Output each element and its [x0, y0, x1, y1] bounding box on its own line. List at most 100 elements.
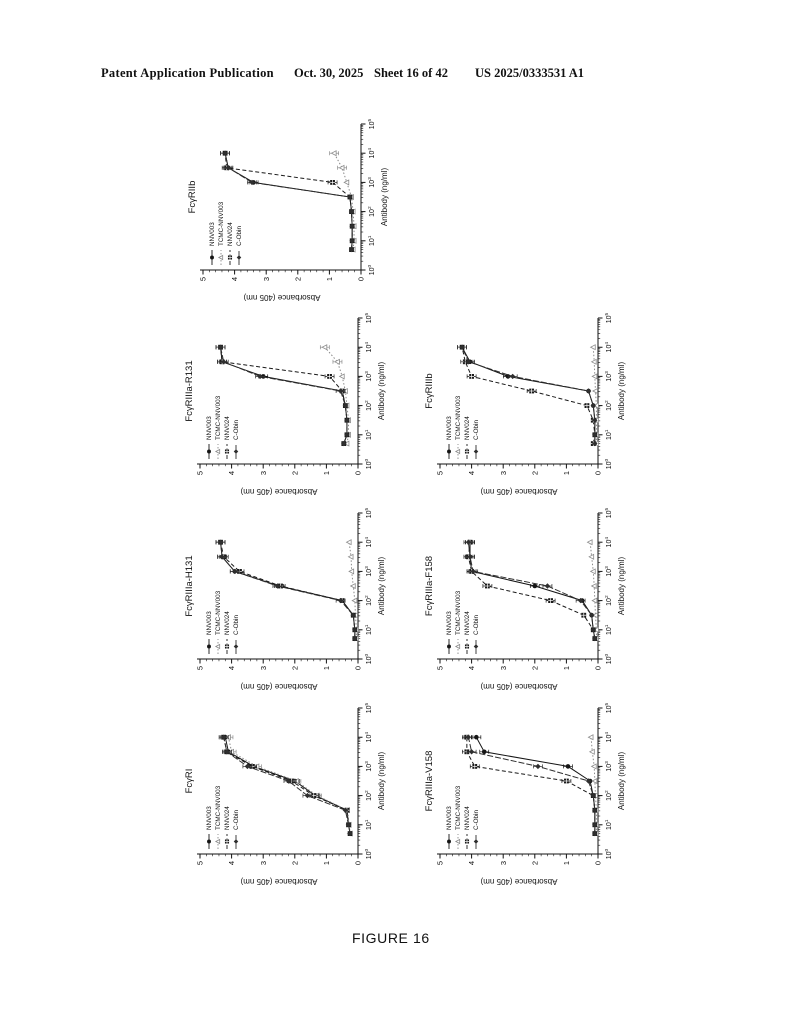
chart-panel-fc-riiia-r131: FcγRIIIa-R131 0 1 2 3 4 5 100 101 102 103 104 105 Abs…: [180, 312, 394, 498]
chart-panel-fc-riiia-f158: FcγRIIIa-F158 0 1 2 3 4 5 100 101 102 103 104 105 Abs…: [420, 507, 634, 693]
chart-svg: FcγRIIb 0 1 2 3 4 5 100 101 102 103 104 105 Absorbanc…: [187, 118, 389, 302]
svg-text:1: 1: [562, 471, 571, 475]
svg-text:104: 104: [367, 148, 376, 159]
svg-text:5: 5: [436, 471, 445, 475]
svg-text:NNV003: NNV003: [206, 806, 213, 830]
svg-text:102: 102: [604, 595, 613, 606]
svg-text:100: 100: [364, 848, 373, 859]
svg-text:100: 100: [367, 264, 376, 275]
svg-text:Antibody (ng/ml): Antibody (ng/ml): [380, 168, 389, 227]
chart-rotated-fc-ri: FcγRI 0 1 2 3 4 5 100 101 102 103 104 105 Absorbance …: [180, 702, 394, 888]
chart-svg: FcγRIIIa-H131 0 1 2 3 4 5 100 101 102 103 104 105 Abs…: [184, 507, 386, 691]
svg-text:Absorbance (405 nm): Absorbance (405 nm): [240, 682, 317, 691]
svg-text:4: 4: [227, 666, 236, 670]
svg-text:Absorbance (405 nm): Absorbance (405 nm): [480, 877, 557, 886]
svg-text:3: 3: [259, 471, 268, 475]
svg-text:NNV024: NNV024: [224, 416, 231, 440]
svg-text:4: 4: [227, 471, 236, 475]
svg-text:2: 2: [293, 277, 302, 281]
chart-svg: FcγRIIIa-R131 0 1 2 3 4 5 100 101 102 103 104 105 Abs…: [184, 312, 386, 496]
svg-text:C-Obin: C-Obin: [473, 615, 480, 635]
svg-text:Antibody (ng/ml): Antibody (ng/ml): [617, 557, 626, 616]
svg-text:103: 103: [364, 566, 373, 577]
svg-text:FcγRIIIa-H131: FcγRIIIa-H131: [184, 555, 195, 616]
svg-text:105: 105: [364, 312, 373, 323]
svg-text:100: 100: [604, 653, 613, 664]
svg-text:0: 0: [354, 666, 363, 670]
svg-text:105: 105: [604, 702, 613, 713]
svg-text:NNV003: NNV003: [206, 611, 213, 635]
svg-text:NNV003: NNV003: [209, 222, 216, 246]
chart-panel-fc-ri: FcγRI 0 1 2 3 4 5 100 101 102 103 104 105 Absorbance …: [180, 702, 394, 888]
svg-text:5: 5: [196, 471, 205, 475]
header-publication-title: Patent Application Publication: [101, 66, 274, 80]
svg-text:101: 101: [364, 429, 373, 440]
svg-text:104: 104: [364, 537, 373, 548]
svg-text:105: 105: [367, 118, 376, 129]
svg-text:FcγRIIIa-R131: FcγRIIIa-R131: [184, 360, 195, 421]
chart-rotated-fc-riiia-f158: FcγRIIIa-F158 0 1 2 3 4 5 100 101 102 103 104 105 Abs…: [420, 507, 634, 693]
svg-text:NNV024: NNV024: [224, 806, 231, 830]
svg-text:TCMC-NNV003: TCMC-NNV003: [215, 590, 222, 635]
header-patent-number: US 2025/0333531 A1: [475, 66, 585, 80]
svg-text:NNV024: NNV024: [464, 611, 471, 635]
svg-text:103: 103: [604, 371, 613, 382]
svg-text:NNV024: NNV024: [464, 806, 471, 830]
svg-text:104: 104: [364, 732, 373, 743]
svg-text:NNV024: NNV024: [224, 611, 231, 635]
svg-text:1: 1: [322, 666, 331, 670]
svg-text:3: 3: [499, 666, 508, 670]
header-sheet-number: Sheet 16 of 42: [374, 66, 448, 80]
chart-panel-fc-riiia-v158: FcγRIIIa-V158 0 1 2 3 4 5 100 101 102 103 104 105 Abs…: [420, 702, 634, 888]
svg-text:2: 2: [290, 861, 299, 865]
svg-text:4: 4: [227, 861, 236, 865]
svg-text:2: 2: [530, 666, 539, 670]
svg-text:0: 0: [594, 666, 603, 670]
svg-text:0: 0: [354, 471, 363, 475]
svg-text:Absorbance (405 nm): Absorbance (405 nm): [243, 293, 320, 302]
svg-text:2: 2: [290, 666, 299, 670]
svg-text:FcγRIIIb: FcγRIIIb: [424, 373, 435, 408]
svg-text:Antibody (ng/ml): Antibody (ng/ml): [377, 557, 386, 616]
svg-text:104: 104: [604, 342, 613, 353]
svg-text:1: 1: [322, 861, 331, 865]
svg-text:TCMC-NNV003: TCMC-NNV003: [215, 785, 222, 830]
svg-text:101: 101: [604, 429, 613, 440]
svg-text:Antibody (ng/ml): Antibody (ng/ml): [617, 752, 626, 811]
svg-text:NNV003: NNV003: [446, 416, 453, 440]
svg-text:102: 102: [604, 790, 613, 801]
svg-text:103: 103: [604, 566, 613, 577]
svg-text:C-Obin: C-Obin: [233, 810, 240, 830]
svg-text:0: 0: [354, 861, 363, 865]
svg-text:100: 100: [364, 458, 373, 469]
svg-text:3: 3: [259, 861, 268, 865]
svg-text:4: 4: [467, 666, 476, 670]
svg-text:105: 105: [604, 312, 613, 323]
chart-rotated-fc-riiia-v158: FcγRIIIa-V158 0 1 2 3 4 5 100 101 102 103 104 105 Abs…: [420, 702, 634, 888]
svg-text:Absorbance (405 nm): Absorbance (405 nm): [480, 487, 557, 496]
svg-text:FcγRIIb: FcγRIIb: [187, 181, 198, 214]
svg-text:100: 100: [604, 458, 613, 469]
chart-svg: FcγRIIIa-V158 0 1 2 3 4 5 100 101 102 103 104 105 Abs…: [424, 702, 626, 886]
svg-text:FcγRIIIa-V158: FcγRIIIa-V158: [424, 751, 435, 812]
svg-text:5: 5: [436, 666, 445, 670]
chart-svg: FcγRIIIa-F158 0 1 2 3 4 5 100 101 102 103 104 105 Abs…: [424, 507, 626, 691]
svg-text:C-Obin: C-Obin: [236, 226, 243, 246]
svg-text:3: 3: [262, 277, 271, 281]
svg-text:102: 102: [364, 595, 373, 606]
svg-text:NNV003: NNV003: [206, 416, 213, 440]
svg-text:102: 102: [364, 790, 373, 801]
svg-text:TCMC-NNV003: TCMC-NNV003: [215, 395, 222, 440]
svg-text:105: 105: [364, 507, 373, 518]
svg-text:100: 100: [604, 848, 613, 859]
chart-panel-fc-riib: FcγRIIb 0 1 2 3 4 5 100 101 102 103 104 105 Absorbanc…: [183, 118, 397, 304]
svg-text:102: 102: [604, 400, 613, 411]
svg-text:101: 101: [604, 624, 613, 635]
svg-text:C-Obin: C-Obin: [233, 615, 240, 635]
chart-rotated-fc-riiib: FcγRIIIb 0 1 2 3 4 5 100 101 102 103 104 105 Absorban…: [420, 312, 634, 498]
svg-text:Absorbance (405 nm): Absorbance (405 nm): [240, 877, 317, 886]
svg-text:NNV003: NNV003: [446, 611, 453, 635]
svg-text:5: 5: [199, 277, 208, 281]
chart-panel-fc-riiia-h131: FcγRIIIa-H131 0 1 2 3 4 5 100 101 102 103 104 105 Abs…: [180, 507, 394, 693]
